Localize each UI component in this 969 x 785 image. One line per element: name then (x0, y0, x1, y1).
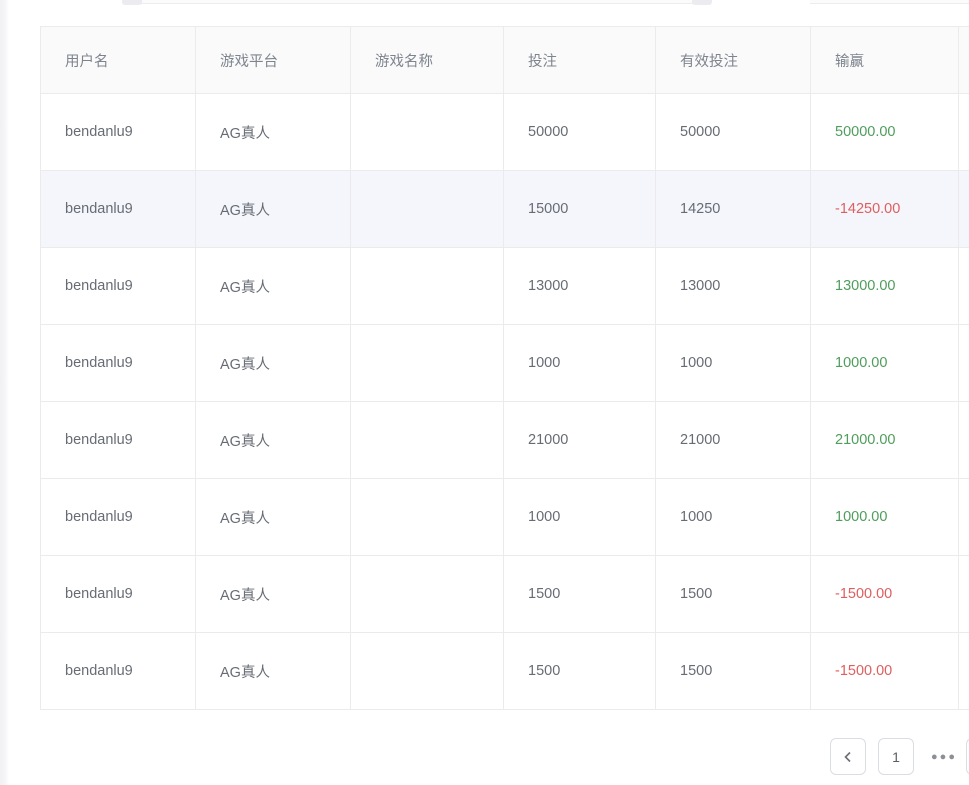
cell-game-name (350, 247, 504, 325)
cell-game-name (350, 555, 504, 633)
cell-username: bendanlu9 (40, 555, 196, 633)
cell-valid-bet: 21000 (655, 401, 811, 479)
cell-bet: 1500 (503, 555, 656, 633)
cell-bet: 1000 (503, 478, 656, 556)
cell-platform: AG真人 (195, 478, 351, 556)
cell-bet: 15000 (503, 170, 656, 248)
cell-username: bendanlu9 (40, 247, 196, 325)
cell-win-loss: 1000.00 (810, 478, 959, 556)
cell-game-name (350, 324, 504, 402)
cell-bet: 13000 (503, 247, 656, 325)
cell-game-name (350, 401, 504, 479)
cell-game-name (350, 478, 504, 556)
cell-username: bendanlu9 (40, 170, 196, 248)
cell-win-loss: -1500.00 (810, 632, 959, 710)
col-header-platform: 游戏平台 (195, 26, 351, 94)
cell-win-loss: 1000.00 (810, 324, 959, 402)
cutoff-element-corner (122, 0, 142, 5)
cell-platform: AG真人 (195, 632, 351, 710)
cell-game-name (350, 632, 504, 710)
cell-game-name (350, 93, 504, 171)
more-pages-button[interactable]: ●●● (931, 750, 957, 763)
cell-game-name (350, 170, 504, 248)
cutoff-filter-element-right (810, 0, 969, 4)
col-header-valid-bet: 有效投注 (655, 26, 811, 94)
cell-cutoff (958, 324, 969, 402)
col-header-cutoff (958, 26, 969, 94)
cell-username: bendanlu9 (40, 401, 196, 479)
table-row: bendanlu9 AG真人 21000 21000 21000.00 (40, 401, 969, 479)
cell-bet: 1500 (503, 632, 656, 710)
col-header-bet: 投注 (503, 26, 656, 94)
cell-username: bendanlu9 (40, 93, 196, 171)
bet-records-table: 用户名 游戏平台 游戏名称 投注 有效投注 输赢 bendanlu9 AG真人 … (40, 26, 969, 713)
table-row: bendanlu9 AG真人 1000 1000 1000.00 (40, 478, 969, 556)
cell-platform: AG真人 (195, 324, 351, 402)
cell-platform: AG真人 (195, 170, 351, 248)
cell-username: bendanlu9 (40, 324, 196, 402)
cell-username: bendanlu9 (40, 478, 196, 556)
cell-username: bendanlu9 (40, 632, 196, 710)
cell-platform: AG真人 (195, 93, 351, 171)
cell-valid-bet: 1500 (655, 632, 811, 710)
col-header-username: 用户名 (40, 26, 196, 94)
cell-valid-bet: 1000 (655, 324, 811, 402)
cell-win-loss: -14250.00 (810, 170, 959, 248)
cell-platform: AG真人 (195, 555, 351, 633)
table-header-row: 用户名 游戏平台 游戏名称 投注 有效投注 输赢 (40, 26, 969, 94)
table-row-highlighted: bendanlu9 AG真人 15000 14250 -14250.00 (40, 170, 969, 248)
page-1-button[interactable]: 1 (878, 738, 914, 775)
cell-win-loss: 50000.00 (810, 93, 959, 171)
cell-cutoff (958, 401, 969, 479)
table-row: bendanlu9 AG真人 1000 1000 1000.00 (40, 324, 969, 402)
cell-win-loss: 21000.00 (810, 401, 959, 479)
cell-cutoff (958, 478, 969, 556)
cutoff-element-corner (692, 0, 712, 5)
cell-platform: AG真人 (195, 401, 351, 479)
cell-cutoff (958, 247, 969, 325)
cutoff-filter-element-left (124, 0, 700, 4)
cell-cutoff (958, 632, 969, 710)
col-header-game-name: 游戏名称 (350, 26, 504, 94)
prev-page-button[interactable] (830, 738, 866, 775)
cell-win-loss: -1500.00 (810, 555, 959, 633)
cell-bet: 21000 (503, 401, 656, 479)
cell-valid-bet: 1000 (655, 478, 811, 556)
table-row: bendanlu9 AG真人 13000 13000 13000.00 (40, 247, 969, 325)
cell-bet: 50000 (503, 93, 656, 171)
table-row: bendanlu9 AG真人 50000 50000 50000.00 (40, 93, 969, 171)
cell-valid-bet: 13000 (655, 247, 811, 325)
cell-cutoff (958, 170, 969, 248)
cell-bet: 1000 (503, 324, 656, 402)
col-header-win-loss: 输赢 (810, 26, 959, 94)
table-row: bendanlu9 AG真人 1500 1500 -1500.00 (40, 555, 969, 633)
cell-valid-bet: 1500 (655, 555, 811, 633)
cell-valid-bet: 50000 (655, 93, 811, 171)
cell-win-loss: 13000.00 (810, 247, 959, 325)
cell-cutoff (958, 555, 969, 633)
page-left-edge (0, 0, 9, 785)
table-row: bendanlu9 AG真人 1500 1500 -1500.00 (40, 632, 969, 710)
cell-platform: AG真人 (195, 247, 351, 325)
cell-valid-bet: 14250 (655, 170, 811, 248)
cell-cutoff (958, 93, 969, 171)
chevron-left-icon (844, 751, 851, 762)
